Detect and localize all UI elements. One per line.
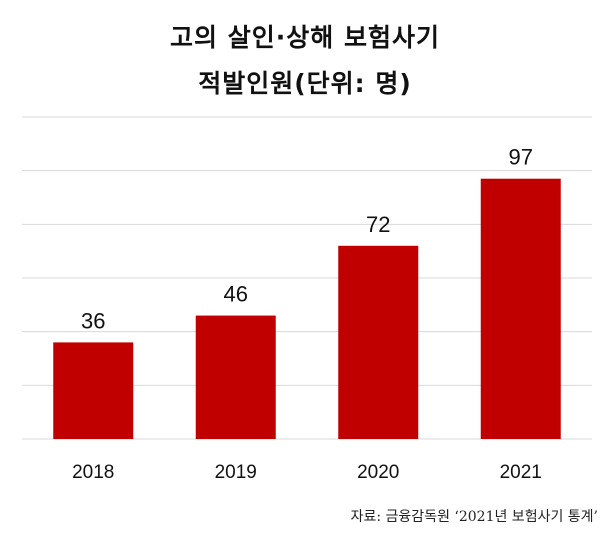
data-label-2018: 36 xyxy=(81,308,105,333)
chart-title: 고의 살인·상해 보험사기 xyxy=(170,23,440,52)
bar-2020 xyxy=(338,245,419,439)
bar-2019 xyxy=(195,315,276,439)
data-label-2021: 97 xyxy=(509,145,533,170)
bar-2021 xyxy=(480,178,561,439)
data-label-2019: 46 xyxy=(224,282,248,307)
x-tick-label-2021: 2021 xyxy=(500,462,542,483)
bar-2018 xyxy=(53,342,134,439)
x-tick-label-2020: 2020 xyxy=(357,462,399,483)
x-tick-label-2019: 2019 xyxy=(215,462,257,483)
chart-subtitle: 적발인원(단위: 명) xyxy=(198,69,412,98)
x-tick-label-2018: 2018 xyxy=(72,462,114,483)
source-note: 자료: 금융감독원 ‘2021년 보험사기 통계’ xyxy=(350,509,598,525)
data-label-2020: 72 xyxy=(366,212,390,237)
